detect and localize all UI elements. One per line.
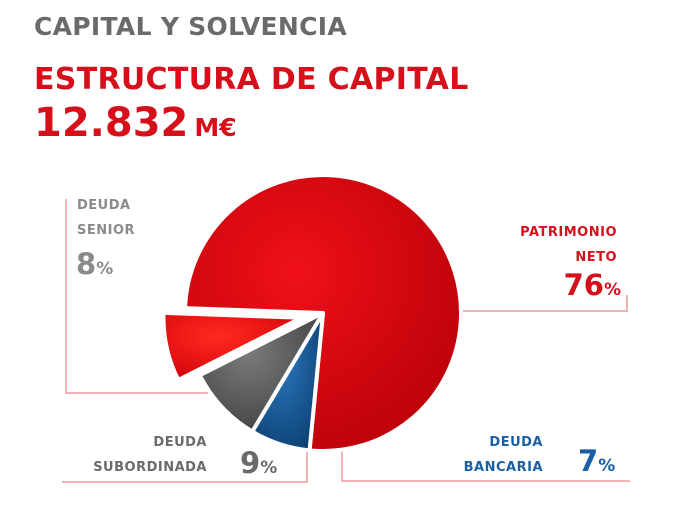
slice-name: DEUDA xyxy=(489,435,543,450)
slice-name: SUBORDINADA xyxy=(93,460,207,475)
slice-name: SENIOR xyxy=(77,223,136,238)
label-deuda-subordinada: DEUDA SUBORDINADA xyxy=(93,430,207,480)
label-deuda-bancaria: DEUDA BANCARIA xyxy=(464,430,543,480)
leader-line-deuda-subordinada xyxy=(62,440,308,483)
value-patrimonio-neto: 76% xyxy=(563,268,621,302)
slice-name: NETO xyxy=(575,250,617,265)
leader-line-deuda-senior xyxy=(65,199,245,394)
value-deuda-bancaria: 7% xyxy=(578,444,616,478)
leader-lines xyxy=(62,199,630,483)
slice-name: BANCARIA xyxy=(463,460,543,475)
chart-title: ESTRUCTURA DE CAPITAL xyxy=(34,62,469,97)
leader-line-deuda-bancaria xyxy=(341,440,630,482)
pie-slice-deuda-senior xyxy=(161,310,304,382)
section-title: CAPITAL Y SOLVENCIA xyxy=(34,12,348,41)
label-patrimonio-neto: PATRIMONIO NETO xyxy=(520,220,617,270)
value-deuda-subordinada: 9% xyxy=(240,446,278,480)
leader-line-patrimonio-neto xyxy=(420,295,628,312)
value-deuda-senior: 8% xyxy=(76,247,114,281)
pie-slice-deuda-subordinada xyxy=(197,311,325,434)
slice-name: DEUDA xyxy=(153,435,207,450)
slice-name: DEUDA xyxy=(77,198,131,213)
total-capital: 12.832 M€ xyxy=(34,100,237,146)
slice-name: PATRIMONIO xyxy=(520,225,617,240)
label-deuda-senior: DEUDA SENIOR xyxy=(77,193,135,243)
total-value: 12.832 xyxy=(34,100,189,146)
total-unit: M€ xyxy=(194,113,237,142)
